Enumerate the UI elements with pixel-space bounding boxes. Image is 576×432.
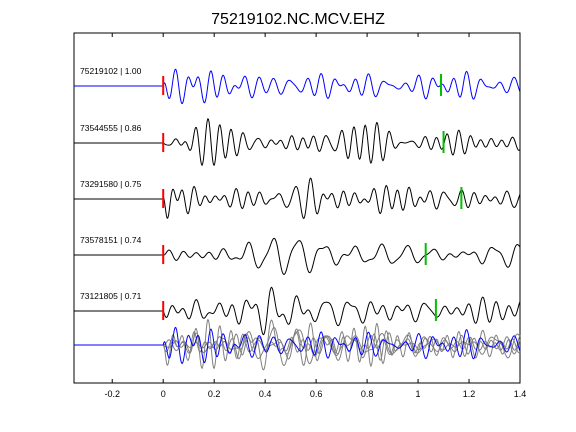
- trace-line-73121805: [74, 286, 521, 336]
- x-tick-label: 0.8: [361, 389, 374, 399]
- stacked-overlay: [74, 318, 521, 371]
- x-tick-label: 1.4: [514, 389, 527, 399]
- trace-line-75219102: [74, 68, 521, 105]
- plot-area: [73, 32, 521, 384]
- trace-line-73291580: [74, 177, 521, 219]
- trace-group: 75219102 | 1.00 73544555 | 0.86 73291580 |…: [74, 66, 521, 336]
- trace-line-73578151: [74, 237, 521, 275]
- trace-73291580: 73291580 | 0.75: [74, 177, 521, 219]
- x-tick-label: 1: [416, 389, 421, 399]
- trace-label-73291580: 73291580 | 0.75: [80, 179, 142, 189]
- trace-73578151: 73578151 | 0.74: [74, 235, 521, 275]
- trace-75219102: 75219102 | 1.00: [74, 66, 521, 105]
- x-tick-label: -0.2: [104, 389, 120, 399]
- stack-line-75219102: [74, 326, 521, 365]
- x-tick-label: 0.4: [259, 389, 272, 399]
- trace-label-75219102: 75219102 | 1.00: [80, 66, 142, 76]
- x-tick-label: 0.6: [310, 389, 323, 399]
- x-tick-label: 1.2: [463, 389, 476, 399]
- trace-line-73544555: [74, 118, 521, 167]
- trace-73121805: 73121805 | 0.71: [74, 286, 521, 336]
- trace-label-73578151: 73578151 | 0.74: [80, 235, 142, 245]
- x-axis: -0.2 0 0.2 0.4 0.6 0.8 1 1.2 1.4: [104, 33, 526, 399]
- x-tick-label: 0.2: [208, 389, 221, 399]
- trace-73544555: 73544555 | 0.86: [74, 118, 521, 167]
- trace-label-73544555: 73544555 | 0.86: [80, 123, 142, 133]
- x-tick-label: 0: [161, 389, 166, 399]
- chart-title: 75219102.NC.MCV.EHZ: [211, 11, 385, 28]
- trace-label-73121805: 73121805 | 0.71: [80, 291, 142, 301]
